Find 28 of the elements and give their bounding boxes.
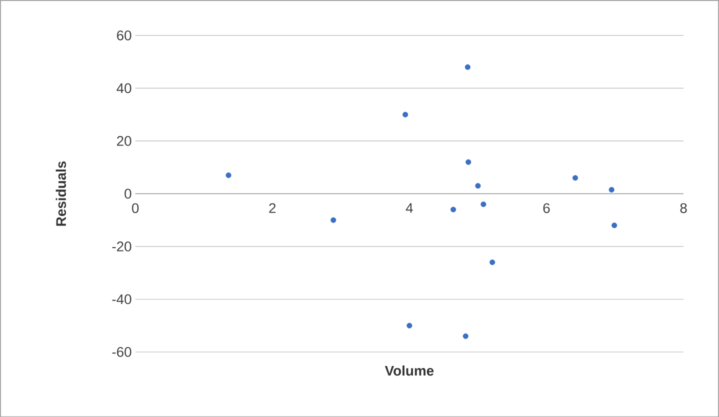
y-tick-label: 40	[116, 83, 132, 93]
y-tick-label: 20	[117, 136, 132, 146]
point	[406, 322, 412, 328]
y-tick-label: -60	[112, 346, 132, 357]
point	[462, 333, 468, 339]
x-tick-label: 2	[269, 202, 276, 213]
x-tick-label: 4	[406, 203, 413, 213]
x-tick-label: 0	[132, 202, 139, 213]
x-axis-title: Volume	[384, 365, 434, 376]
point	[464, 64, 470, 70]
point	[480, 201, 486, 207]
y-tick-label: 60	[117, 30, 132, 40]
point	[490, 259, 496, 265]
point	[330, 217, 336, 223]
y-tick-label: -20	[112, 241, 132, 252]
point	[572, 174, 578, 180]
y-tick-label: -40	[112, 294, 132, 304]
point	[450, 206, 456, 212]
point	[475, 182, 481, 188]
y-tick-label: 0	[124, 188, 132, 198]
point	[466, 159, 472, 165]
point	[608, 186, 614, 192]
point	[226, 172, 232, 178]
y-axis-title: Residuals	[56, 161, 66, 226]
point	[612, 222, 618, 228]
x-tick-label: 8	[680, 202, 687, 213]
x-tick-label: 6	[543, 202, 550, 213]
point	[402, 112, 408, 118]
